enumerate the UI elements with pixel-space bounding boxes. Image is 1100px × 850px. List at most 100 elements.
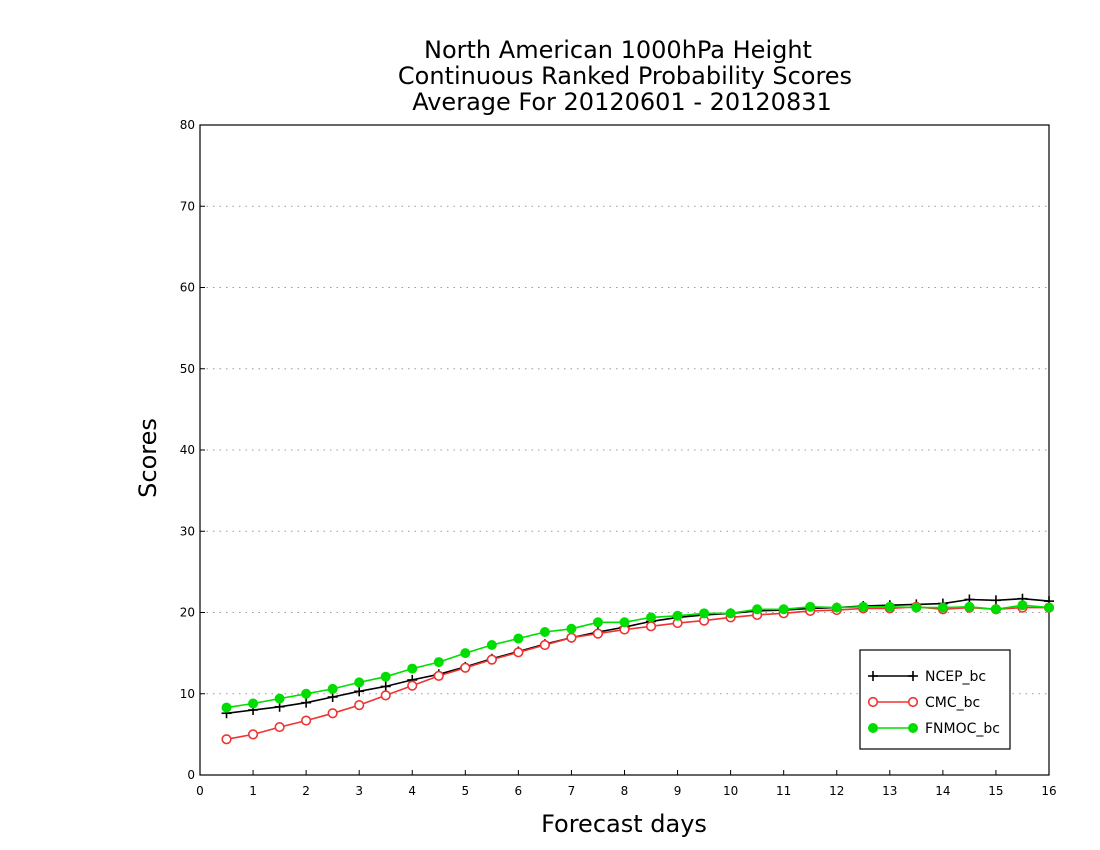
data-point-cmc-bc bbox=[327, 708, 338, 719]
legend-entry-fnmoc-bc: FNMOC_bc bbox=[868, 721, 1000, 737]
data-point-fnmoc-bc bbox=[274, 693, 285, 704]
data-point-fnmoc-bc bbox=[248, 698, 259, 709]
data-point-cmc-bc bbox=[274, 721, 285, 733]
legend-marker bbox=[908, 671, 918, 681]
data-point-fnmoc-bc bbox=[858, 601, 869, 612]
data-point-fnmoc-bc bbox=[327, 683, 338, 694]
y-axis-title: Scores bbox=[134, 418, 162, 498]
data-point-fnmoc-bc bbox=[805, 601, 816, 612]
legend-marker bbox=[867, 696, 879, 708]
legend-label: FNMOC_bc bbox=[925, 721, 1000, 737]
data-point-fnmoc-bc bbox=[937, 602, 948, 613]
data-point-fnmoc-bc bbox=[566, 623, 577, 634]
y-axis-tick-labels: 0 10 20 30 40 50 60 70 80 bbox=[180, 118, 195, 782]
data-point-fnmoc-bc bbox=[513, 633, 524, 644]
data-point-cmc-bc bbox=[380, 690, 391, 701]
y-tick-label: 60 bbox=[180, 281, 195, 295]
data-point-cmc-bc bbox=[301, 715, 312, 726]
data-point-fnmoc-bc bbox=[354, 677, 365, 688]
data-point-fnmoc-bc bbox=[884, 601, 895, 612]
chart-title: North American 1000hPa Height Continuous… bbox=[398, 36, 852, 116]
legend-box bbox=[859, 649, 1011, 750]
x-tick-label: 10 bbox=[723, 784, 738, 798]
x-tick-label: 12 bbox=[829, 784, 844, 798]
data-point-cmc-bc bbox=[433, 670, 444, 681]
x-tick-label: 3 bbox=[355, 784, 363, 798]
y-tick-label: 70 bbox=[180, 199, 195, 213]
data-point-fnmoc-bc bbox=[1044, 602, 1054, 613]
legend-marker bbox=[907, 696, 919, 708]
series-layer bbox=[221, 593, 1055, 745]
x-tick-label: 4 bbox=[408, 784, 416, 798]
data-point-cmc-bc bbox=[354, 700, 365, 711]
data-point-fnmoc-bc bbox=[831, 602, 842, 613]
x-tick-label: 1 bbox=[249, 784, 257, 798]
data-point-fnmoc-bc bbox=[407, 663, 418, 674]
data-point-cmc-bc bbox=[513, 647, 524, 658]
x-tick-label: 0 bbox=[196, 784, 204, 798]
x-tick-label: 2 bbox=[302, 784, 310, 798]
axis-ticks bbox=[199, 124, 1050, 776]
x-tick-label: 14 bbox=[935, 784, 950, 798]
data-point-ncep-bc bbox=[354, 686, 365, 697]
chart-title-line-3: Average For 20120601 - 20120831 bbox=[412, 88, 832, 116]
legend-label: NCEP_bc bbox=[925, 669, 986, 685]
x-tick-label: 15 bbox=[988, 784, 1003, 798]
y-tick-label: 0 bbox=[187, 768, 195, 782]
data-point-fnmoc-bc bbox=[752, 604, 763, 615]
data-point-cmc-bc bbox=[486, 654, 497, 665]
series-fnmoc-bc bbox=[221, 600, 1054, 713]
data-point-fnmoc-bc bbox=[221, 702, 232, 713]
legend-label: CMC_bc bbox=[925, 695, 980, 711]
x-tick-label: 8 bbox=[621, 784, 629, 798]
data-point-ncep-bc bbox=[990, 595, 1001, 606]
x-tick-label: 13 bbox=[882, 784, 897, 798]
legend-marker bbox=[868, 723, 878, 733]
data-point-cmc-bc bbox=[221, 734, 232, 745]
data-point-fnmoc-bc bbox=[592, 617, 603, 628]
data-point-fnmoc-bc bbox=[1017, 600, 1028, 611]
chart-title-line-1: North American 1000hPa Height bbox=[424, 36, 812, 64]
x-tick-label: 9 bbox=[674, 784, 682, 798]
y-tick-label: 80 bbox=[180, 118, 195, 132]
data-point-cmc-bc bbox=[247, 729, 259, 740]
y-tick-label: 40 bbox=[180, 443, 195, 457]
data-point-fnmoc-bc bbox=[778, 604, 789, 615]
data-point-fnmoc-bc bbox=[725, 608, 736, 619]
data-point-ncep-bc bbox=[380, 681, 391, 692]
x-axis-tick-labels: 0 1 2 3 4 5 6 7 8 9 10 11 12 13 14 15 16 bbox=[196, 784, 1056, 798]
data-point-cmc-bc bbox=[592, 628, 604, 639]
x-tick-label: 11 bbox=[776, 784, 791, 798]
data-point-fnmoc-bc bbox=[699, 608, 710, 619]
data-point-fnmoc-bc bbox=[990, 604, 1001, 615]
data-point-fnmoc-bc bbox=[911, 602, 922, 613]
data-point-fnmoc-bc bbox=[486, 640, 497, 650]
x-axis-title: Forecast days bbox=[541, 810, 707, 838]
data-point-fnmoc-bc bbox=[539, 627, 550, 637]
x-tick-label: 16 bbox=[1041, 784, 1056, 798]
chart-title-line-2: Continuous Ranked Probability Scores bbox=[398, 62, 852, 90]
data-point-fnmoc-bc bbox=[964, 601, 975, 612]
data-point-cmc-bc bbox=[407, 680, 418, 691]
data-point-fnmoc-bc bbox=[672, 610, 683, 621]
data-point-fnmoc-bc bbox=[301, 688, 312, 699]
data-point-fnmoc-bc bbox=[460, 648, 471, 659]
legend: NCEP_bc CMC_bc FNMOC_bc bbox=[859, 649, 1011, 750]
legend-marker bbox=[908, 723, 918, 733]
data-point-ncep-bc bbox=[301, 697, 312, 708]
data-point-cmc-bc bbox=[645, 621, 657, 632]
data-point-fnmoc-bc bbox=[646, 612, 657, 623]
y-tick-label: 20 bbox=[180, 606, 195, 620]
legend-entry-cmc-bc: CMC_bc bbox=[867, 695, 980, 711]
data-point-cmc-bc bbox=[566, 632, 577, 643]
legend-entry-ncep-bc: NCEP_bc bbox=[868, 669, 986, 685]
data-point-cmc-bc bbox=[460, 662, 471, 673]
x-tick-label: 5 bbox=[461, 784, 469, 798]
y-tick-label: 50 bbox=[180, 362, 195, 376]
x-tick-label: 6 bbox=[515, 784, 523, 798]
data-point-fnmoc-bc bbox=[380, 671, 391, 682]
legend-marker bbox=[868, 671, 878, 681]
y-tick-label: 30 bbox=[180, 524, 195, 538]
y-tick-label: 10 bbox=[180, 687, 195, 701]
